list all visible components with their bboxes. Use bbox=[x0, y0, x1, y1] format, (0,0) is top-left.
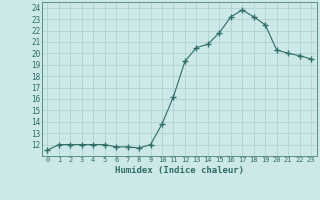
X-axis label: Humidex (Indice chaleur): Humidex (Indice chaleur) bbox=[115, 166, 244, 175]
